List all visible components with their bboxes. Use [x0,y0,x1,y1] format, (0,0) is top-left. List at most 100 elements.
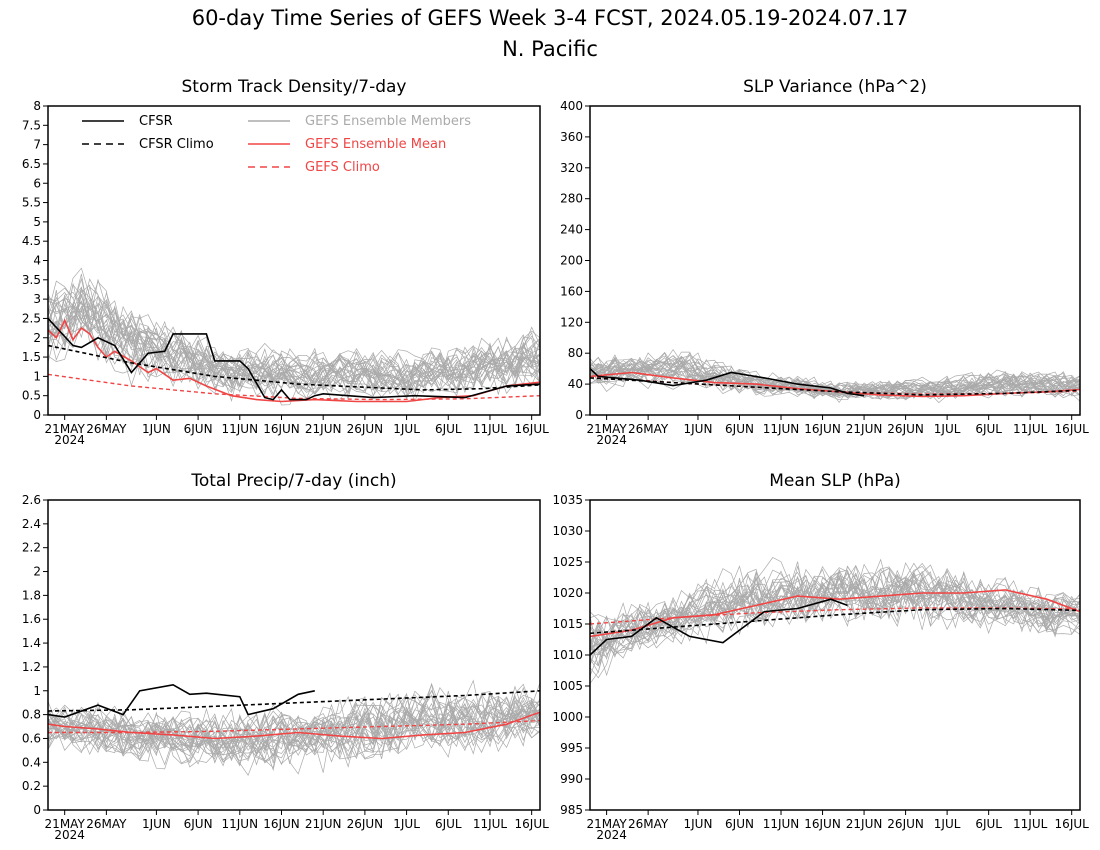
y-tick-label: 280 [560,192,583,206]
y-tick-label: 2.5 [22,311,41,325]
y-tick-label: 2 [33,331,41,345]
panel-2: SLP Variance (hPa^2) 0 40 80 120 160 200 240 280… [560,77,1089,447]
x-tick-label: 21MAY [586,817,627,831]
ensemble-member-line [48,695,540,763]
ensemble-member-line [590,358,1080,398]
legend-label: GEFS Climo [305,160,380,175]
legend-label: GEFS Ensemble Mean [305,137,446,152]
panel-title: Mean SLP (hPa) [769,471,901,491]
ensemble-member-line [48,295,540,394]
y-tick-label: 1035 [552,493,583,507]
ensemble-mean-line [48,711,540,740]
x-tick-label: 26JUN [347,422,384,436]
ensemble-member-line [48,699,540,776]
y-tick-label: 40 [568,377,583,391]
x-tick-label: 26JUN [887,422,924,436]
y-tick-label: 7 [33,138,41,152]
y-tick-label: 160 [560,284,583,298]
x-tick-label: 1JUL [934,817,961,831]
x-tick-label: 6JUL [435,422,462,436]
ensemble-member-line [590,562,1080,660]
y-tick-label: 985 [560,803,583,817]
x-tick-label: 11JUL [473,422,508,436]
y-tick-label: 0.4 [22,755,41,769]
y-tick-label: 5 [33,215,41,229]
x-tick-label: 26JUN [887,817,924,831]
x-tick-label: 21MAY [45,817,86,831]
y-tick-label: 1.2 [22,660,41,674]
figure-subtitle: N. Pacific [502,37,598,61]
x-tick-label: 6JUL [435,817,462,831]
y-tick-label: 2.6 [22,493,41,507]
x-year-label: 2024 [54,433,85,447]
y-tick-label: 2 [33,565,41,579]
ensemble-member-line [48,305,540,398]
ensemble-member-line [590,565,1080,656]
figure-title: 60-day Time Series of GEFS Week 3-4 FCST… [192,6,909,30]
y-tick-label: 360 [560,130,583,144]
x-tick-label: 21JUN [846,817,883,831]
y-tick-label: 1005 [552,679,583,693]
ensemble-member-line [48,689,540,765]
x-tick-label: 21JUN [305,422,342,436]
x-tick-label: 16JUN [263,422,300,436]
y-tick-label: 80 [568,346,583,360]
y-tick-label: 320 [560,161,583,175]
plot-frame [589,499,1081,811]
y-tick-label: 990 [560,772,583,786]
y-tick-label: 1.8 [22,588,41,602]
y-tick-label: 7.5 [22,118,41,132]
y-tick-label: 1025 [552,555,583,569]
y-tick-label: 0.8 [22,708,41,722]
y-tick-label: 1.4 [22,636,41,650]
x-tick-label: 11JUN [222,817,259,831]
y-tick-label: 1.5 [22,350,41,364]
x-tick-label: 16JUL [1055,422,1090,436]
x-tick-label: 26MAY [628,422,669,436]
x-tick-label: 26MAY [628,817,669,831]
panel-title: SLP Variance (hPa^2) [743,77,927,97]
y-tick-label: 0 [33,803,41,817]
y-tick-label: 1 [33,369,41,383]
ensemble-member-line [590,567,1080,652]
x-tick-label: 16JUL [515,817,550,831]
ensemble-member-line [48,685,540,765]
cfsr-climo-line [590,377,1080,396]
ensemble-member-line [590,558,1080,645]
ensemble-member-line [48,683,540,765]
x-tick-label: 1JUL [393,422,420,436]
x-tick-label: 11JUL [1013,817,1048,831]
y-tick-label: 1030 [552,524,583,538]
cfsr-line [48,317,540,401]
y-tick-label: 5.5 [22,196,41,210]
y-tick-label: 0 [575,408,583,422]
x-year-label: 2024 [596,828,627,842]
x-tick-label: 11JUL [1013,422,1048,436]
ensemble-member-line [48,302,540,392]
x-year-label: 2024 [596,433,627,447]
y-tick-label: 1020 [552,586,583,600]
ensemble-member-line [590,355,1080,401]
ensemble-member-line [590,359,1080,398]
panels: Storm Track Density/7-day 0 0.5 1 1.5 2 2.5 3 3.… [22,77,1089,842]
y-tick-label: 120 [560,315,583,329]
y-tick-label: 200 [560,254,583,268]
y-tick-label: 400 [560,99,583,113]
plot-frame [47,499,541,811]
y-tick-label: 6 [33,176,41,190]
x-tick-label: 11JUN [222,422,259,436]
x-tick-label: 11JUL [473,817,508,831]
y-tick-label: 1000 [552,710,583,724]
y-tick-label: 0.6 [22,731,41,745]
x-tick-label: 21MAY [586,422,627,436]
y-tick-label: 6.5 [22,157,41,171]
y-tick-label: 2.4 [22,517,41,531]
x-year-label: 2024 [54,828,85,842]
y-tick-label: 3 [33,292,41,306]
x-tick-label: 11JUN [763,422,800,436]
x-tick-label: 6JUN [184,817,213,831]
panel-title: Total Precip/7-day (inch) [190,471,396,491]
x-tick-label: 6JUL [975,422,1002,436]
ensemble-member-line [48,296,540,390]
y-tick-label: 4 [33,254,41,268]
